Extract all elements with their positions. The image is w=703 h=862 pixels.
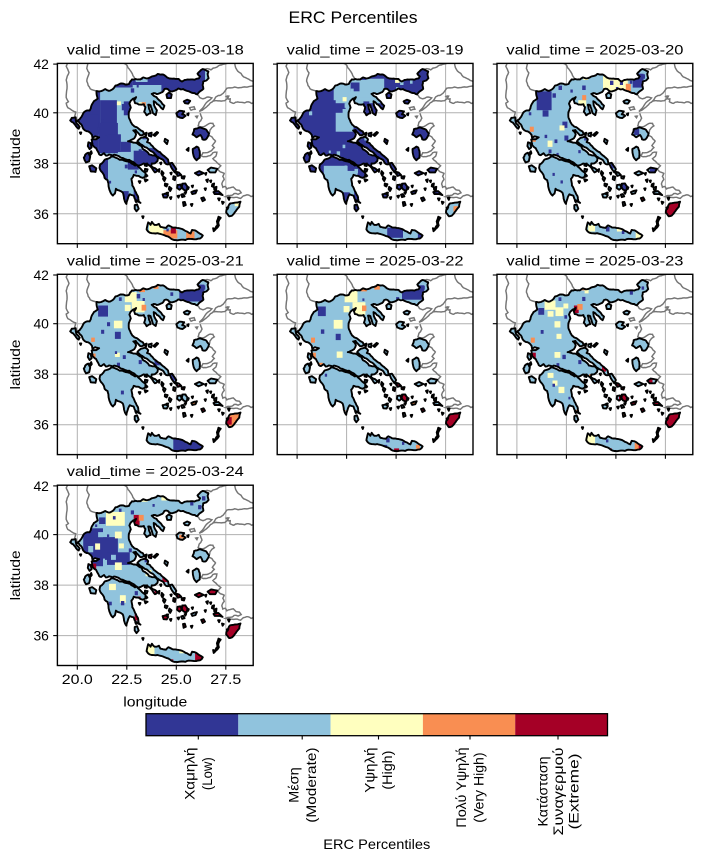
svg-text:36: 36 [33,206,49,222]
svg-text:27.5: 27.5 [210,671,241,687]
svg-text:valid_time = 2025-03-24: valid_time = 2025-03-24 [67,464,245,479]
svg-text:36: 36 [33,628,49,644]
svg-text:latitude: latitude [7,550,23,600]
svg-text:valid_time = 2025-03-20: valid_time = 2025-03-20 [506,42,683,57]
svg-text:42: 42 [33,267,49,283]
svg-text:ERC Percentiles: ERC Percentiles [289,9,418,27]
svg-text:20.0: 20.0 [62,671,93,687]
svg-text:38: 38 [33,366,49,382]
svg-text:valid_time = 2025-03-19: valid_time = 2025-03-19 [287,42,464,57]
svg-text:40: 40 [33,316,49,332]
svg-text:38: 38 [33,155,49,171]
svg-text:40: 40 [33,527,49,543]
svg-text:Χαμηλή: Χαμηλή [182,748,198,800]
svg-text:valid_time = 2025-03-21: valid_time = 2025-03-21 [67,253,244,268]
svg-text:latitude: latitude [7,128,23,178]
svg-text:(Very High): (Very High) [471,752,487,822]
svg-text:40: 40 [33,105,49,121]
svg-text:(High): (High) [379,751,395,790]
svg-text:(Moderate): (Moderate) [303,747,319,822]
svg-text:22.5: 22.5 [111,671,142,687]
svg-text:Συναγερμού: Συναγερμού [550,748,566,836]
svg-text:42: 42 [33,478,49,494]
svg-text:42: 42 [33,56,49,72]
svg-text:Υψηλή: Υψηλή [362,748,378,793]
svg-text:longitude: longitude [123,694,187,710]
svg-text:valid_time = 2025-03-23: valid_time = 2025-03-23 [506,253,683,268]
svg-text:(Low): (Low) [199,757,215,790]
svg-text:valid_time = 2025-03-18: valid_time = 2025-03-18 [67,42,244,57]
svg-text:ERC Percentiles: ERC Percentiles [323,836,430,852]
svg-text:Πολύ Υψηλή: Πολύ Υψηλή [453,747,469,827]
svg-text:36: 36 [33,417,49,433]
svg-text:valid_time = 2025-03-22: valid_time = 2025-03-22 [287,253,464,268]
svg-text:Μέση: Μέση [285,767,301,803]
svg-text:latitude: latitude [7,339,23,389]
svg-text:Κατάσταση: Κατάσταση [534,757,550,827]
svg-text:38: 38 [33,577,49,593]
svg-text:(Extreme): (Extreme) [565,754,581,830]
svg-text:25.0: 25.0 [161,671,192,687]
